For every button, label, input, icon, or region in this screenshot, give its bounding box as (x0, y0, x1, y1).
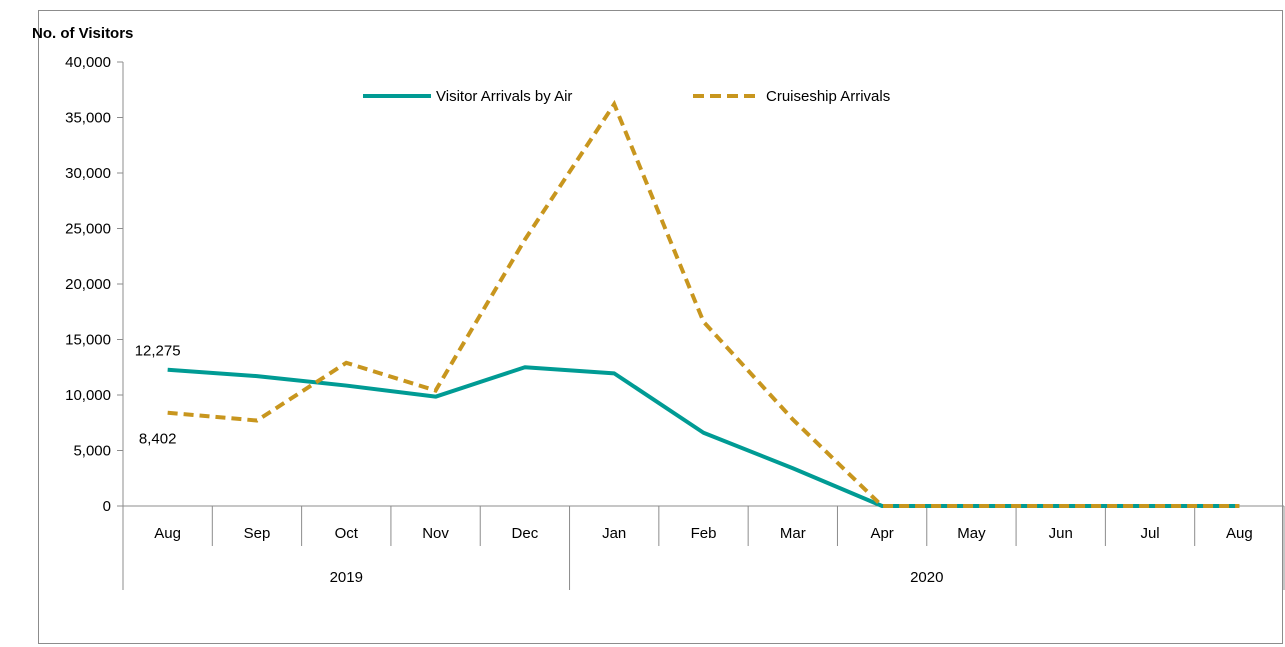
data-label: 8,402 (139, 431, 177, 448)
annotation-layer: 12,275 8,402 (135, 343, 181, 448)
legend-label-2: Cruiseship Arrivals (766, 88, 890, 105)
series-layer (167, 99, 1240, 508)
y-tick-label: 0 (103, 498, 111, 515)
x-group-label: 2019 (330, 569, 363, 586)
x-tick-label: Jan (602, 525, 626, 542)
x-group-label: 2020 (910, 569, 943, 586)
y-tick-label: 40,000 (65, 54, 111, 71)
x-tick-label: Jun (1049, 525, 1073, 542)
data-label: 12,275 (135, 343, 181, 360)
y-axis-title: No. of Visitors (32, 25, 133, 42)
x-tick-label: May (957, 525, 986, 542)
y-tick-label: 10,000 (65, 387, 111, 404)
legend-label-1: Visitor Arrivals by Air (436, 88, 572, 105)
x-tick-label: Aug (154, 525, 181, 542)
y-tick-label: 30,000 (65, 165, 111, 182)
x-tick-label: Jul (1140, 525, 1159, 542)
y-tick-label: 25,000 (65, 221, 111, 238)
series-line-2 (167, 99, 1240, 508)
x-axis: Aug Sep Oct Nov Dec Jan Feb Mar Apr May Jun Jul Aug 2… (122, 505, 1285, 590)
y-tick-label: 5,000 (73, 443, 111, 460)
y-tick-label: 15,000 (65, 332, 111, 349)
x-tick-label: Mar (780, 525, 806, 542)
x-tick-label: Oct (335, 525, 359, 542)
y-tick-label: 20,000 (65, 276, 111, 293)
y-tick-label: 35,000 (65, 110, 111, 127)
x-tick-label: Feb (691, 525, 717, 542)
y-axis: 0 5,000 10,000 15,000 20,000 25,000 30,000 35,0… (65, 54, 124, 515)
legend: Visitor Arrivals by Air Cruiseship Arriva… (363, 88, 890, 105)
x-tick-label: Sep (244, 525, 271, 542)
x-tick-label: Dec (512, 525, 539, 542)
series-line-1 (167, 365, 1240, 508)
x-tick-label: Nov (422, 525, 449, 542)
x-tick-label: Aug (1226, 525, 1253, 542)
x-tick-label: Apr (870, 525, 893, 542)
chart-frame (38, 10, 1283, 644)
